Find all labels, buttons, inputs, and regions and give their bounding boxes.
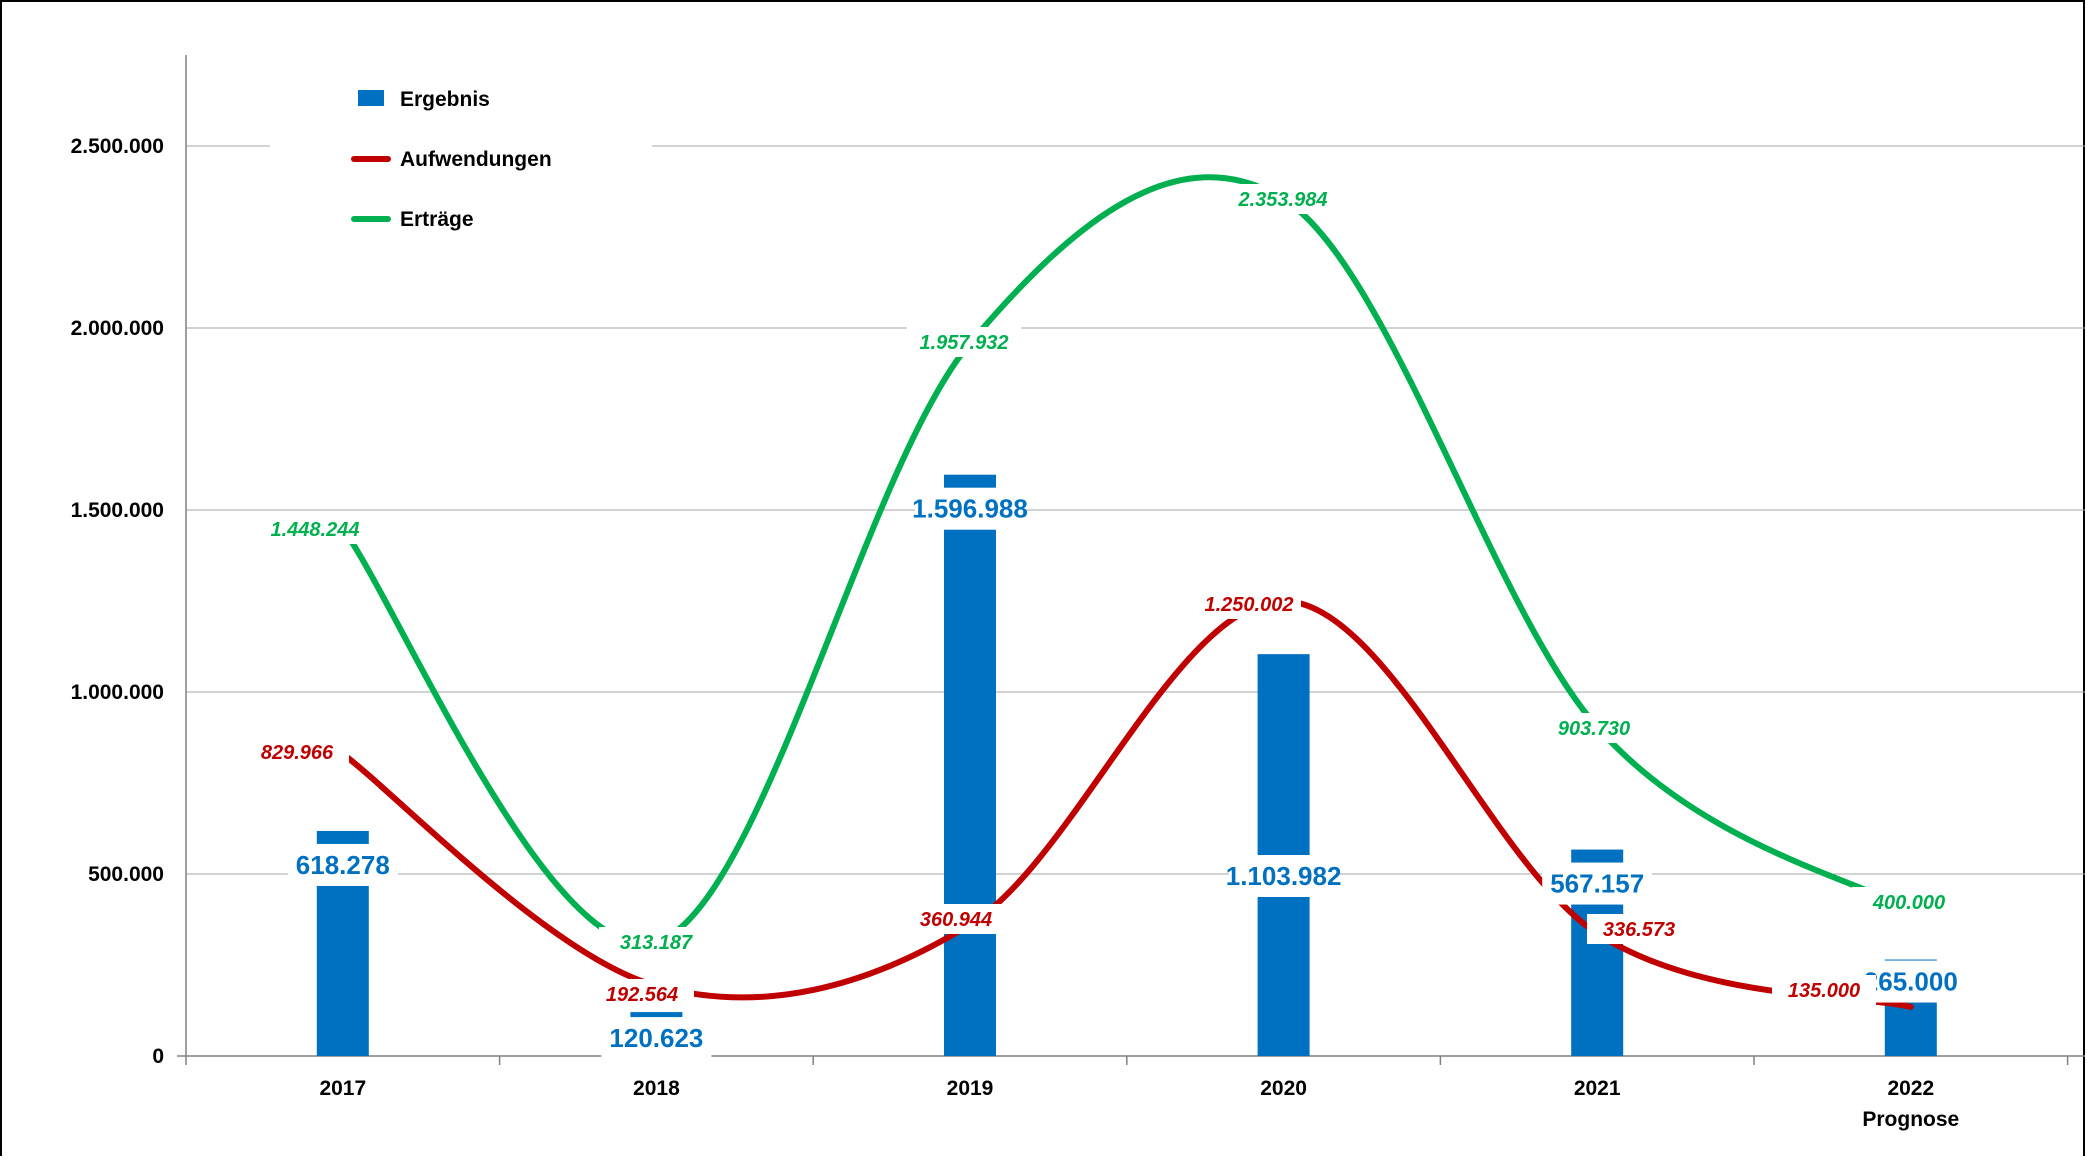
bar-label: 1.103.982 <box>1226 861 1342 891</box>
legend-entry: Aufwendungen <box>400 148 552 171</box>
lines <box>339 174 1914 1010</box>
bar-label: 1.596.988 <box>912 494 1028 524</box>
bar-label-bg <box>601 1017 712 1060</box>
line-label-ertraege: 400.000 <box>1872 892 1945 914</box>
bar-label-bg <box>1542 862 1653 905</box>
line-label-bg <box>1197 589 1301 619</box>
x-tick-label: 2018 <box>633 1077 680 1100</box>
line-label-aufwendungen: 829.966 <box>261 742 334 764</box>
line-label-aufwendungen: 336.573 <box>1603 919 1675 941</box>
y-tick-label: 1.500.000 <box>71 499 164 522</box>
bar-ergebnis <box>944 474 996 1056</box>
gridlines <box>186 145 2085 875</box>
x-tick-label: 2022 <box>1887 1077 1934 1100</box>
line-label-aufwendungen: 135.000 <box>1788 980 1860 1002</box>
line-label-ertraege: 1.957.932 <box>920 332 1009 354</box>
line-label-bg <box>1772 975 1876 1005</box>
line-label-bg <box>590 979 694 1009</box>
line-label-bg <box>907 327 1021 357</box>
bar-label-bg <box>1228 855 1339 897</box>
bar-label: 618.278 <box>296 850 390 880</box>
x-tick-label: 2021 <box>1574 1077 1621 1100</box>
axes: 0 500.000 1.000.000 1.500.000 2.000.000 2.500… <box>71 55 2085 1131</box>
bar-label: 567.157 <box>1550 869 1644 899</box>
x-tick-sublabel: Prognose <box>1862 1108 1959 1131</box>
line-label-aufwendungen: 192.564 <box>606 984 678 1006</box>
legend-swatch-ergebnis <box>358 90 384 106</box>
legend-entry: Ergebnis <box>400 88 490 111</box>
line-label-bg <box>245 737 349 767</box>
x-tick-label: 2017 <box>319 1077 366 1100</box>
y-tick-label: 2.500.000 <box>71 135 164 158</box>
line-label-ertraege: 2.353.984 <box>1238 189 1328 211</box>
x-tick-label: 2019 <box>947 1077 994 1100</box>
line-aufwendungen <box>339 597 1914 1010</box>
legend: Ergebnis Aufwendungen Erträge <box>351 88 552 231</box>
line-label-bg <box>258 514 372 544</box>
bar-label-bg <box>287 843 398 886</box>
line-label-bg <box>599 927 713 957</box>
y-tick-label: 2.000.000 <box>71 317 164 340</box>
line-label-aufwendungen: 1.250.002 <box>1205 594 1294 616</box>
line-label-bg <box>1226 184 1340 214</box>
bar-label: 265.000 <box>1864 967 1958 997</box>
bars-ergebnis <box>316 474 1937 1056</box>
y-tick-label: 1.000.000 <box>71 681 164 704</box>
y-tick-label: 500.000 <box>88 863 164 886</box>
line-label-bg <box>1587 914 1691 944</box>
line-label-bg <box>904 904 1008 934</box>
line-label-bg <box>1537 713 1651 743</box>
line-ertraege <box>339 174 1914 947</box>
line-label-bg <box>1852 887 1966 917</box>
bar-label: 120.623 <box>609 1023 703 1053</box>
y-tick-label: 0 <box>152 1045 164 1068</box>
line-label-ertraege: 1.448.244 <box>271 519 360 541</box>
legend-entry: Erträge <box>400 208 474 231</box>
line-label-aufwendungen: 360.944 <box>920 909 992 931</box>
x-tick-label: 2020 <box>1260 1077 1307 1100</box>
data-labels: 618.278 120.623 1.596.988 1.103.982 567.157 2… <box>245 184 1966 1060</box>
line-label-ertraege: 903.730 <box>1558 718 1630 740</box>
bar-label-bg <box>915 487 1025 530</box>
line-label-ertraege: 313.187 <box>620 932 693 954</box>
